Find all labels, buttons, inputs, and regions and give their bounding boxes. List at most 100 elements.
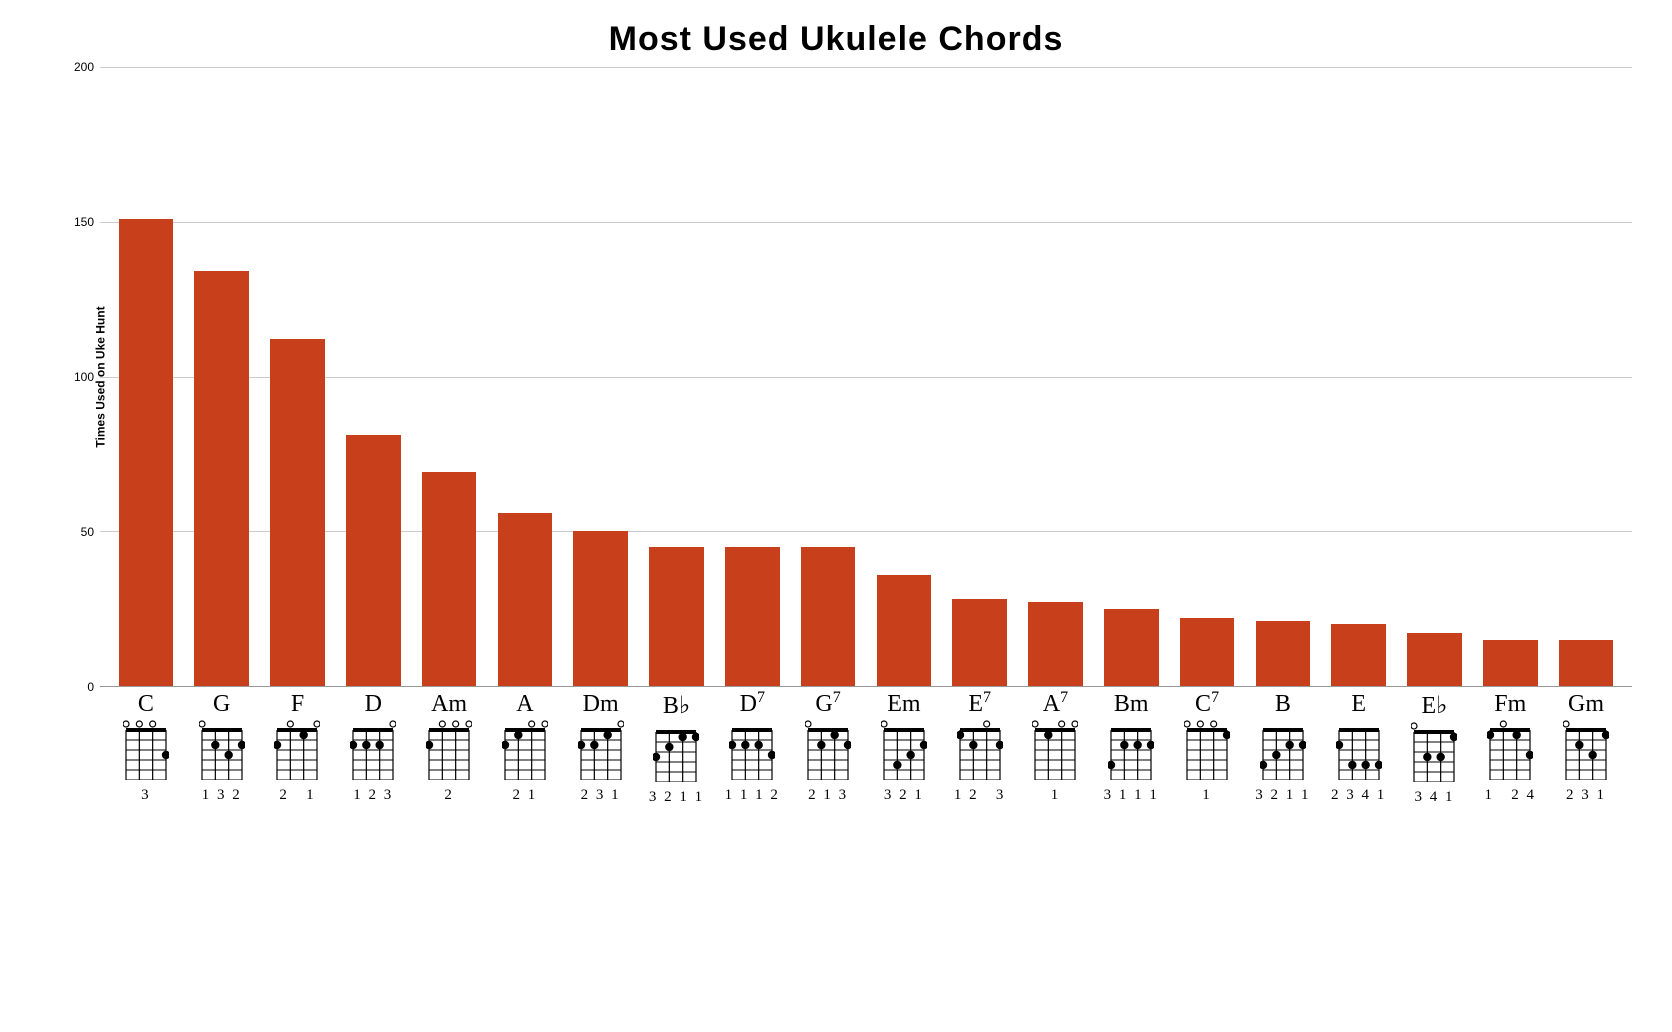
chord-name-label: Bm [1093, 691, 1169, 718]
bar-slot [942, 67, 1018, 686]
chord-diagram-icon [1260, 720, 1306, 780]
chord-diagram-icon [578, 720, 624, 780]
chart-title: Most Used Ukulele Chords [40, 20, 1632, 59]
bar [952, 599, 1007, 686]
x-axis-slot: A7 1 [1018, 687, 1094, 806]
bar-slot [184, 67, 260, 686]
bar-slot [1245, 67, 1321, 686]
chord-name-label: B♭ [639, 691, 715, 720]
bar [270, 339, 325, 686]
fingering-label: 2 [411, 787, 487, 804]
x-axis-slot: Gm2 3 1 [1548, 687, 1624, 806]
bar-slot [487, 67, 563, 686]
chord-diagram-icon [123, 720, 169, 780]
bar [649, 547, 704, 686]
bar [194, 271, 249, 686]
bar-slot [790, 67, 866, 686]
x-axis-slot: Em 3 2 1 [866, 687, 942, 806]
y-tick-label: 50 [54, 525, 94, 539]
chord-diagram-icon [957, 720, 1003, 780]
chord-name-label: Dm [563, 691, 639, 718]
chord-diagram-icon [653, 722, 699, 782]
bar [422, 472, 477, 686]
chart-area: Times Used on Uke Hunt 050100150200 [40, 67, 1632, 687]
x-axis-slot: E♭3 4 1 [1397, 687, 1473, 806]
bar [1407, 633, 1462, 686]
chord-name-label: F [260, 691, 336, 718]
fingering-label: 1 2 4 [1472, 787, 1548, 804]
chord-name-label: A7 [1018, 691, 1094, 718]
chord-diagram-icon [1411, 722, 1457, 782]
fingering-label: 1 2 3 [942, 787, 1018, 804]
chord-diagram-icon [502, 720, 548, 780]
fingering-label: 3 1 1 1 [1093, 787, 1169, 804]
chord-diagram-icon [1487, 720, 1533, 780]
bar [573, 531, 628, 686]
chord-diagram-icon [1032, 720, 1078, 780]
bar [346, 435, 401, 686]
bar [119, 219, 174, 686]
chord-name-label: A [487, 691, 563, 718]
chord-name-label: D7 [714, 691, 790, 718]
chord-name-label: Em [866, 691, 942, 718]
fingering-label: 2 1 3 [790, 787, 866, 804]
bar [801, 547, 856, 686]
x-axis-slot: Dm 2 3 1 [563, 687, 639, 806]
y-tick-label: 0 [54, 680, 94, 694]
x-axis-slot: C71 [1169, 687, 1245, 806]
fingering-label: 2 1 [260, 787, 336, 804]
bar [1028, 602, 1083, 686]
chord-diagram-icon [1108, 720, 1154, 780]
x-axis-slot: Am 2 [411, 687, 487, 806]
fingering-label: 1 1 1 2 [714, 787, 790, 804]
chord-name-label: E [1321, 691, 1397, 718]
fingering-label: 2 3 1 [563, 787, 639, 804]
bar [498, 513, 553, 686]
chord-name-label: E7 [942, 691, 1018, 718]
bar-slot [714, 67, 790, 686]
x-axis-slot: Fm 1 2 4 [1472, 687, 1548, 806]
fingering-label: 1 [1018, 787, 1094, 804]
bar-slot [1548, 67, 1624, 686]
chord-diagram-icon [1184, 720, 1230, 780]
chord-name-label: Fm [1472, 691, 1548, 718]
x-axis-slot: G7 2 1 3 [790, 687, 866, 806]
bar-slot [108, 67, 184, 686]
bar-slot [639, 67, 715, 686]
bar-slot [563, 67, 639, 686]
x-axis-slot: B♭3 2 1 1 [639, 687, 715, 806]
chord-name-label: G [184, 691, 260, 718]
x-axis-slot: B 3 2 1 1 [1245, 687, 1321, 806]
chord-name-label: Am [411, 691, 487, 718]
chord-diagram-icon [729, 720, 775, 780]
chord-name-label: G7 [790, 691, 866, 718]
fingering-label: 1 2 3 [335, 787, 411, 804]
chord-diagram-icon [805, 720, 851, 780]
x-axis-slot: Bm 3 1 1 1 [1093, 687, 1169, 806]
fingering-label: 1 3 2 [184, 787, 260, 804]
chord-name-label: D [335, 691, 411, 718]
x-axis-slot: D7 1 1 1 2 [714, 687, 790, 806]
bar-slot [866, 67, 942, 686]
chord-name-label: C [108, 691, 184, 718]
bar-slot [1018, 67, 1094, 686]
x-axis-slot: A2 1 [487, 687, 563, 806]
chord-name-label: E♭ [1397, 691, 1473, 720]
bar [1256, 621, 1311, 686]
chord-diagram-icon [199, 720, 245, 780]
chord-name-label: C7 [1169, 691, 1245, 718]
y-tick-label: 200 [54, 60, 94, 74]
fingering-label: 3 2 1 1 [1245, 787, 1321, 804]
chord-name-label: Gm [1548, 691, 1624, 718]
bar [877, 575, 932, 686]
fingering-label: 3 2 1 [866, 787, 942, 804]
x-axis: C3G1 3 2F2 1D1 2 3Am2A2 1Dm2 3 1B♭3 2 1 … [100, 687, 1632, 806]
chord-name-label: B [1245, 691, 1321, 718]
chord-diagram-icon [350, 720, 396, 780]
x-axis-slot: C3 [108, 687, 184, 806]
bar-slot [1093, 67, 1169, 686]
bar-slot [1321, 67, 1397, 686]
fingering-label: 2 3 4 1 [1321, 787, 1397, 804]
x-axis-slot: D 1 2 3 [335, 687, 411, 806]
plot-area [100, 67, 1632, 687]
